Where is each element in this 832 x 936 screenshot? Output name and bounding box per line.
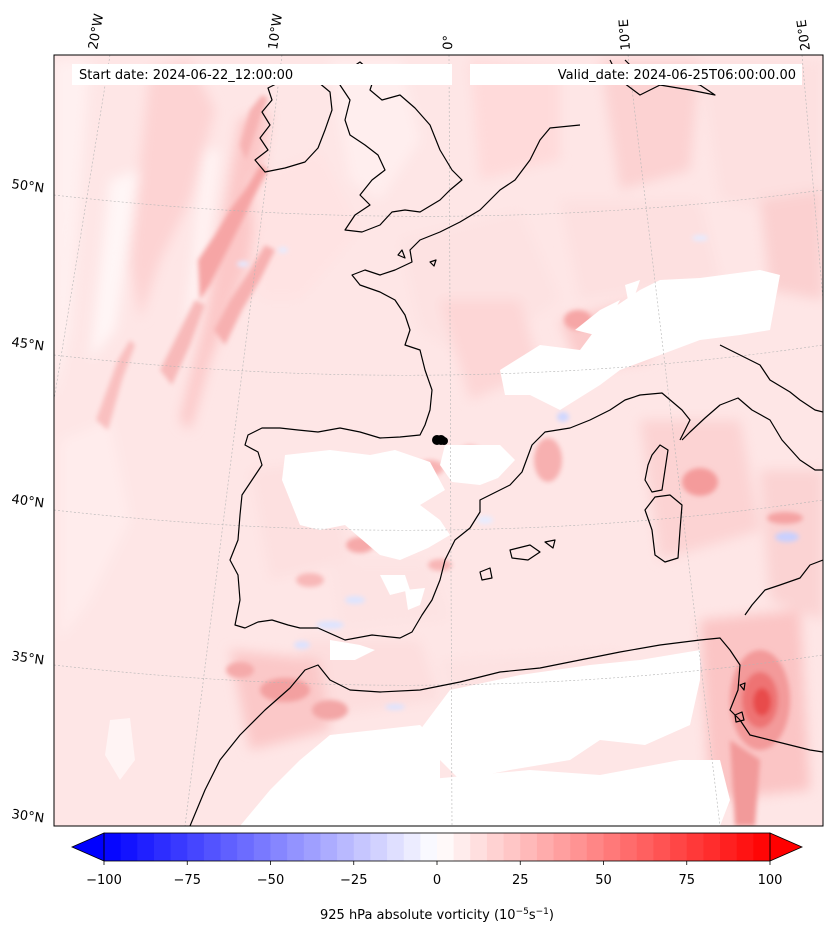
- graticule-lon-0: [448, 55, 453, 826]
- location-marker: [432, 435, 448, 445]
- colorbar-segment: [753, 833, 771, 861]
- colorbar-segment: [170, 833, 188, 861]
- colorbar-segment: [203, 833, 222, 861]
- colorbar-segment: [470, 833, 488, 861]
- map-frame: [53, 54, 824, 827]
- graticule-lon-10e: [627, 55, 721, 826]
- colorbar-segment: [553, 833, 571, 861]
- colorbar-segment: [320, 833, 338, 861]
- lon-label-20w: 20°W: [86, 13, 107, 51]
- colorbar-segment: [653, 833, 671, 861]
- colorbar-segment: [187, 833, 205, 861]
- colorbar-segment: [503, 833, 521, 861]
- coastlines: [189, 59, 823, 826]
- colorbar-segment: [486, 833, 505, 861]
- coast-corsica: [644, 444, 669, 493]
- colorbar-tick-label: −50: [257, 873, 284, 888]
- colorbar-segment: [703, 833, 721, 861]
- colorbar-segment: [137, 833, 155, 861]
- colorbar-tick-label: −100: [86, 873, 122, 888]
- colorbar-segment: [420, 833, 438, 861]
- colorbar-segment: [270, 833, 288, 861]
- colorbar-segment: [337, 833, 355, 861]
- colorbar-tick-label: 0: [433, 873, 441, 888]
- start-date-box: [72, 64, 452, 85]
- coast-italy-adriatic: [719, 344, 823, 413]
- colorbar-ticks: −100 −75 −50 −25 0 25 50 75 100: [86, 861, 782, 888]
- colorbar-segment: [453, 833, 471, 861]
- colorbar-segment: [686, 833, 704, 861]
- coast-islet-a: [397, 249, 406, 259]
- start-date-label: Start date: 2024-06-22_12:00:00: [79, 68, 293, 83]
- map-area: [54, 55, 823, 826]
- coast-italy-west: [681, 397, 823, 471]
- colorbar-segment: [120, 833, 138, 861]
- coast-france-spain: [229, 124, 691, 641]
- lat-label-30n: 30°N: [10, 807, 45, 826]
- colorbar-segment: [570, 833, 588, 861]
- colorbar-segment: [736, 833, 754, 861]
- graticule-lat-50: [54, 189, 823, 217]
- colorbar-segment: [620, 833, 638, 861]
- lat-label-50n: 50°N: [10, 177, 45, 196]
- colorbar-label: 925 hPa absolute vorticity (10−5s−1): [320, 907, 554, 923]
- colorbar-extend-max: [769, 832, 803, 862]
- coast-mallorca: [509, 544, 541, 561]
- coast-north-africa: [189, 637, 823, 826]
- colorbar-tick-label: 100: [758, 873, 783, 888]
- coast-sicily-calabria: [744, 559, 823, 616]
- valid-date-box: [470, 64, 802, 85]
- colorbar-segment: [104, 833, 122, 861]
- coast-great-britain: [339, 61, 463, 233]
- colorbar-tick-label: 50: [595, 873, 612, 888]
- colorbar-segment: [153, 833, 172, 861]
- coast-kerkennah: [739, 682, 746, 691]
- colorbar-segment: [237, 833, 255, 861]
- colorbar-segment: [520, 833, 538, 861]
- coast-djerba: [734, 711, 745, 723]
- coast-sardinia: [644, 494, 683, 563]
- graticule-lat-45: [54, 344, 823, 376]
- colorbar-segment: [636, 833, 655, 861]
- colorbar-segments: [104, 833, 771, 861]
- colorbar-segment: [303, 833, 322, 861]
- colorbar-segment: [720, 833, 738, 861]
- colorbar-extend-min: [71, 832, 105, 862]
- colorbar-tick-label: −25: [340, 873, 367, 888]
- lat-label-35n: 35°N: [10, 649, 45, 668]
- coast-islet-b: [429, 259, 437, 267]
- colorbar-segment: [370, 833, 388, 861]
- graticule-lon-20e: [801, 55, 823, 301]
- colorbar-segment: [586, 833, 605, 861]
- colorbar-tick-label: 25: [512, 873, 529, 888]
- colorbar-segment: [603, 833, 621, 861]
- colorbar-tick-label: −75: [174, 873, 201, 888]
- colorbar-segment: [536, 833, 555, 861]
- colorbar-segment: [437, 833, 455, 861]
- colorbar-segment: [220, 833, 238, 861]
- lon-label-10w: 10°W: [266, 13, 286, 51]
- lon-label-20e: 20°E: [795, 18, 814, 51]
- graticule-lat-35: [54, 654, 823, 686]
- neutral-vorticity-regions: [105, 270, 780, 826]
- lat-label-45n: 45°N: [10, 335, 45, 354]
- colorbar-segment: [287, 833, 305, 861]
- colorbar-segment: [387, 833, 405, 861]
- lat-label-40n: 40°N: [10, 492, 45, 511]
- colorbar-tick-label: 75: [678, 873, 695, 888]
- graticule-lat-40: [54, 499, 823, 531]
- lon-label-0: 0°: [441, 35, 457, 50]
- colorbar: −100 −75 −50 −25 0 25 50 75 100: [71, 832, 803, 888]
- coast-menorca: [544, 539, 556, 549]
- graticule: [54, 55, 823, 826]
- lon-label-10e: 10°E: [617, 19, 634, 51]
- colorbar-segment: [670, 833, 688, 861]
- colorbar-segment: [403, 833, 421, 861]
- coast-ibiza: [479, 567, 493, 581]
- valid-date-label: Valid_date: 2024-06-25T06:00:00.00: [558, 68, 796, 83]
- graticule-lon-10w: [184, 55, 283, 826]
- colorbar-segment: [253, 833, 272, 861]
- colorbar-segment: [353, 833, 371, 861]
